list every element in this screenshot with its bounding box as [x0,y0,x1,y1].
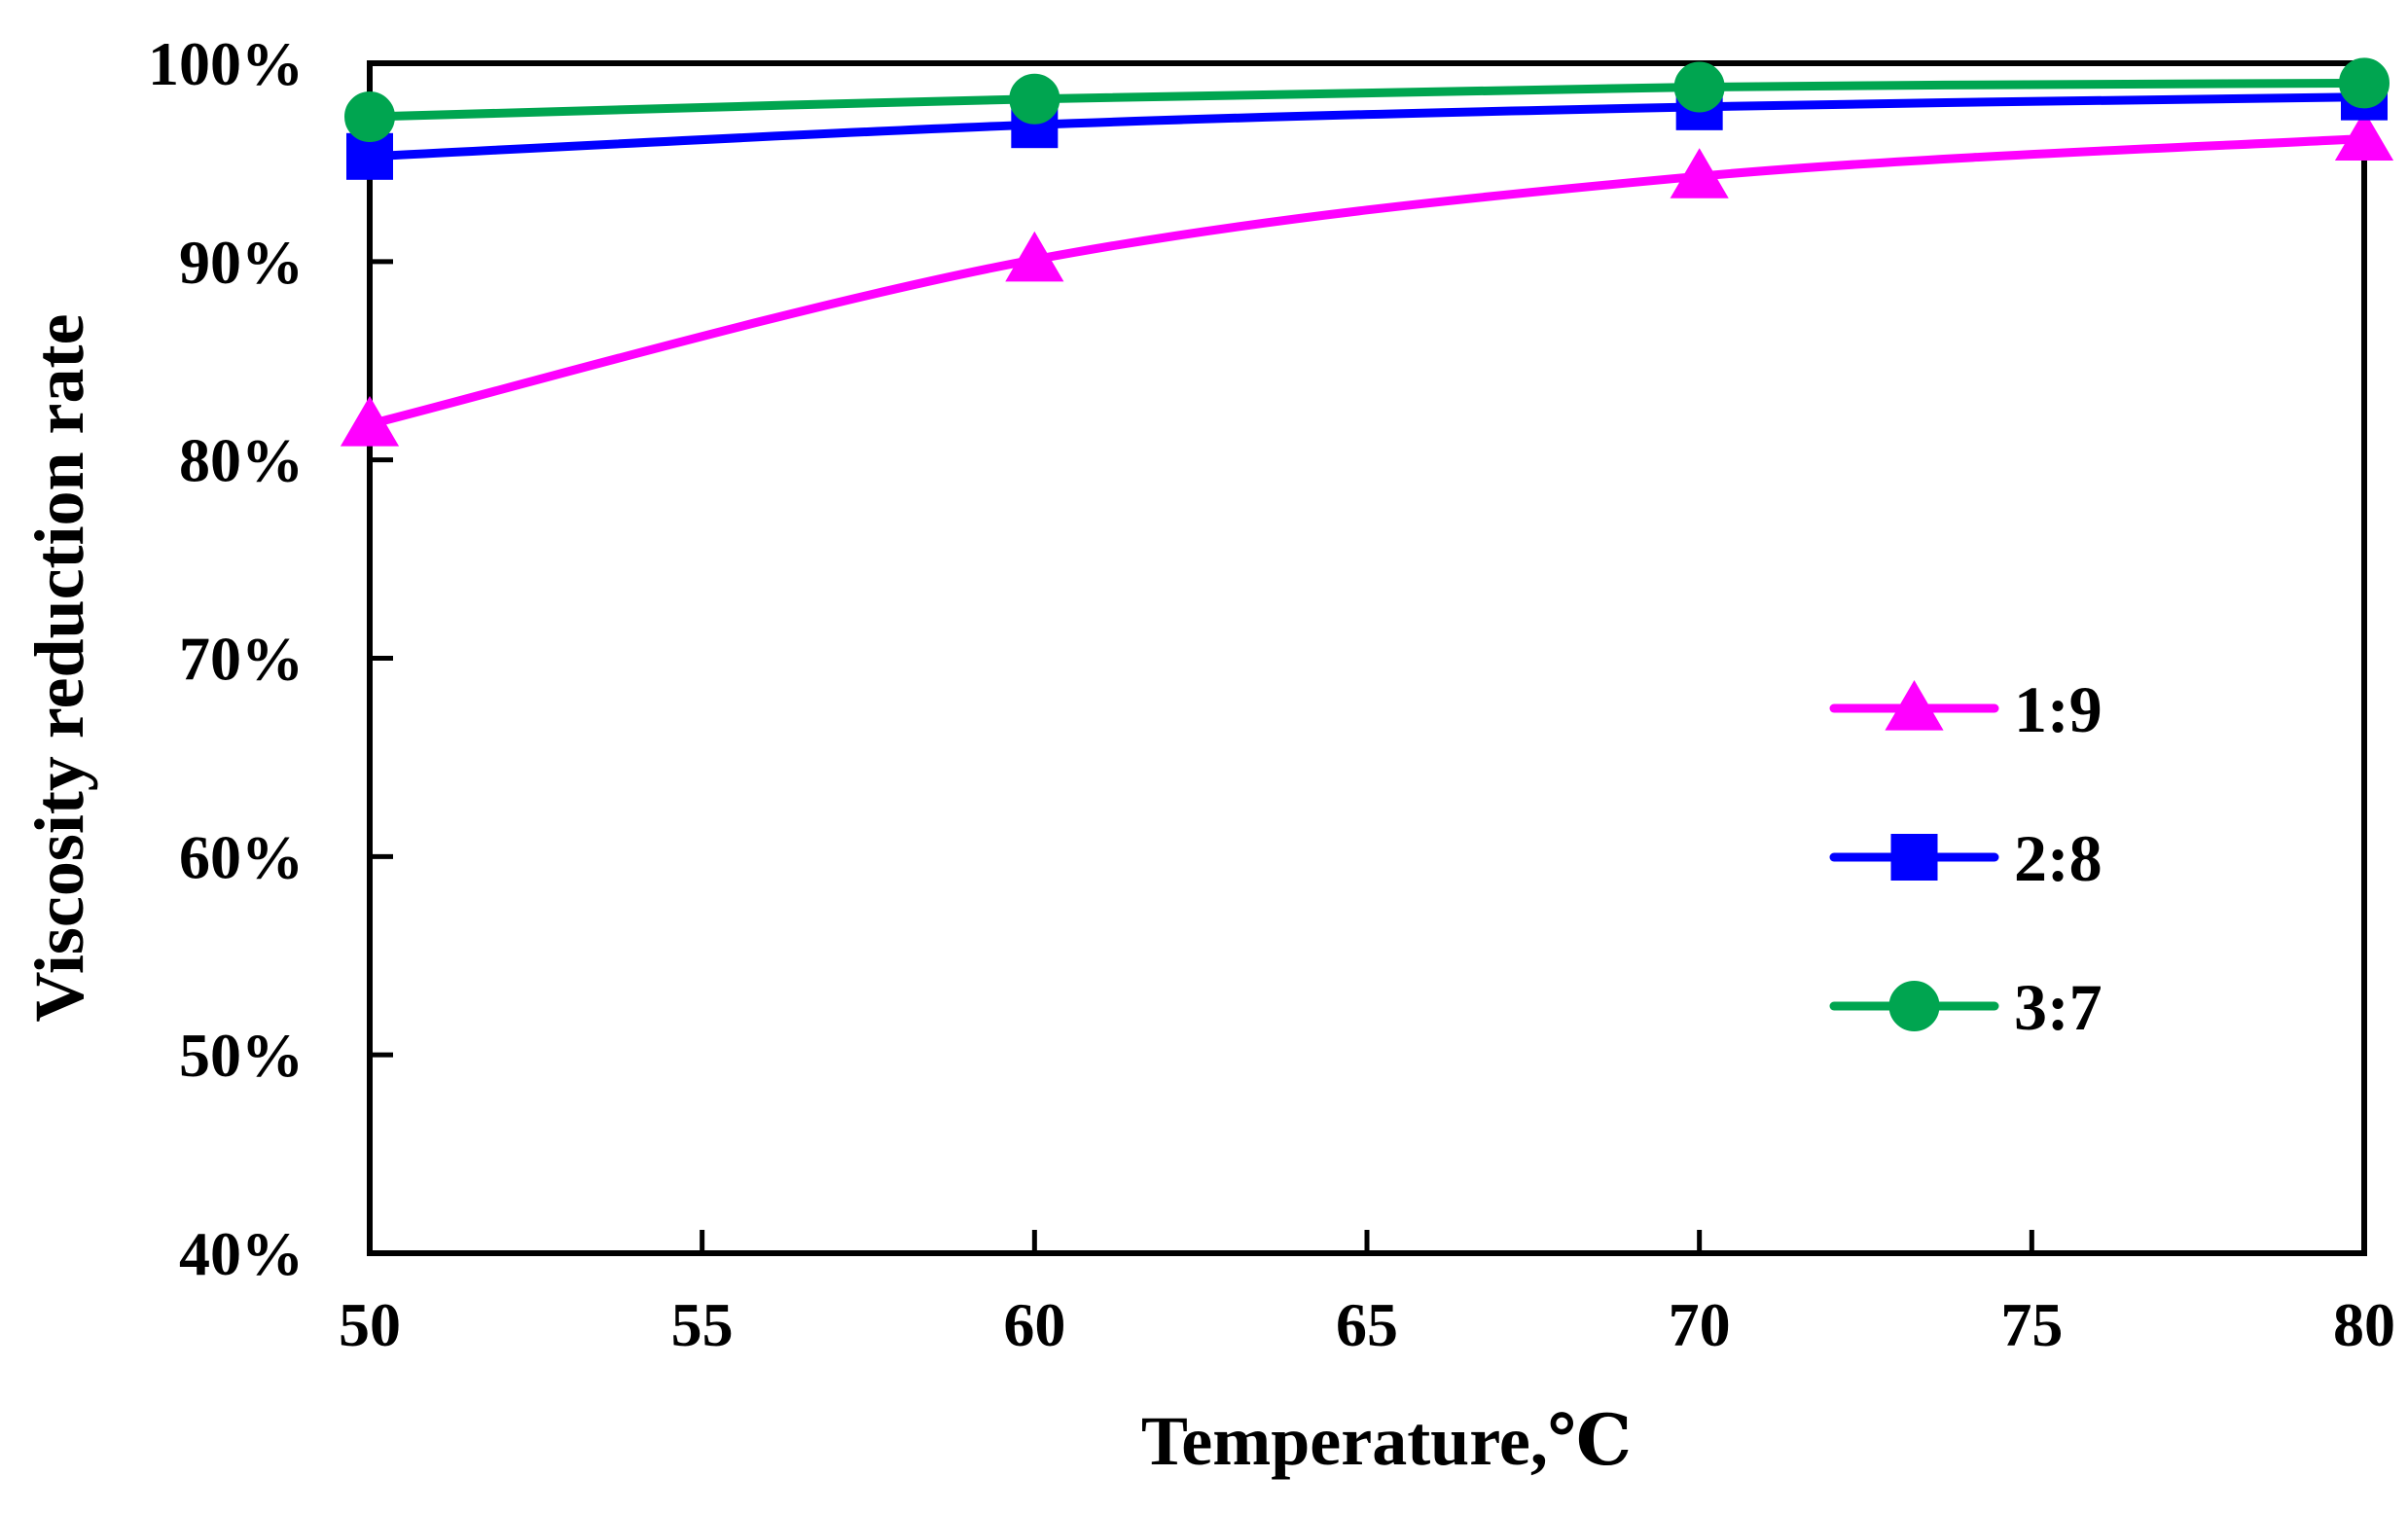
data-point-circle [1673,61,1725,113]
x-tick-label: 70 [1669,1290,1731,1359]
legend-label: 2:8 [2014,821,2103,895]
series-line [365,133,2369,429]
y-tick-label: 70% [179,625,304,694]
plot-frame [367,60,2367,1256]
legend-item: 2:8 [1829,821,2103,895]
data-point-circle [1009,73,1060,125]
series-line [365,92,2369,162]
y-tick-label: 90% [179,228,304,297]
y-tick-label: 40% [179,1219,304,1288]
series-1-9 [340,110,2394,447]
legend: 1:9 2:8 3:7 [1829,672,2103,1044]
legend-label: 1:9 [2014,672,2103,746]
data-point-triangle [1670,148,1729,198]
legend-item: 1:9 [1829,672,2103,746]
x-tick-label: 65 [1336,1290,1398,1359]
y-tick-label: 60% [179,822,304,891]
legend-marker-circle [1888,981,1940,1031]
x-tick-label: 60 [1003,1290,1065,1359]
x-tick-label: 50 [339,1290,401,1359]
series-layer [340,57,2394,447]
legend-marker-square [1890,834,1938,881]
data-point-circle [344,91,395,143]
data-point-triangle [1005,231,1064,282]
x-tick-label: 75 [2000,1290,2063,1359]
axes-layer: 50 55 60 65 70 75 80 40% 50% 60% 70% 80% 90% 100% [148,29,2395,1359]
series-line [365,78,2369,122]
legend-label: 3:7 [2014,970,2103,1044]
data-point-triangle [340,395,400,447]
legend-marker-triangle [1885,680,1944,731]
x-axis-title: Temperature,℃ [1141,1402,1632,1480]
y-tick-label: 80% [179,426,304,495]
data-point-triangle [2334,110,2394,162]
y-tick-label: 100% [148,29,304,98]
x-tick-label: 80 [2333,1290,2395,1359]
y-axis-title: Viscosity reduction rate [20,314,98,1023]
series-3-7 [344,57,2390,143]
data-point-circle [2339,57,2390,109]
y-tick-label: 50% [179,1021,304,1090]
legend-item: 3:7 [1829,970,2103,1044]
x-tick-label: 55 [671,1290,734,1359]
